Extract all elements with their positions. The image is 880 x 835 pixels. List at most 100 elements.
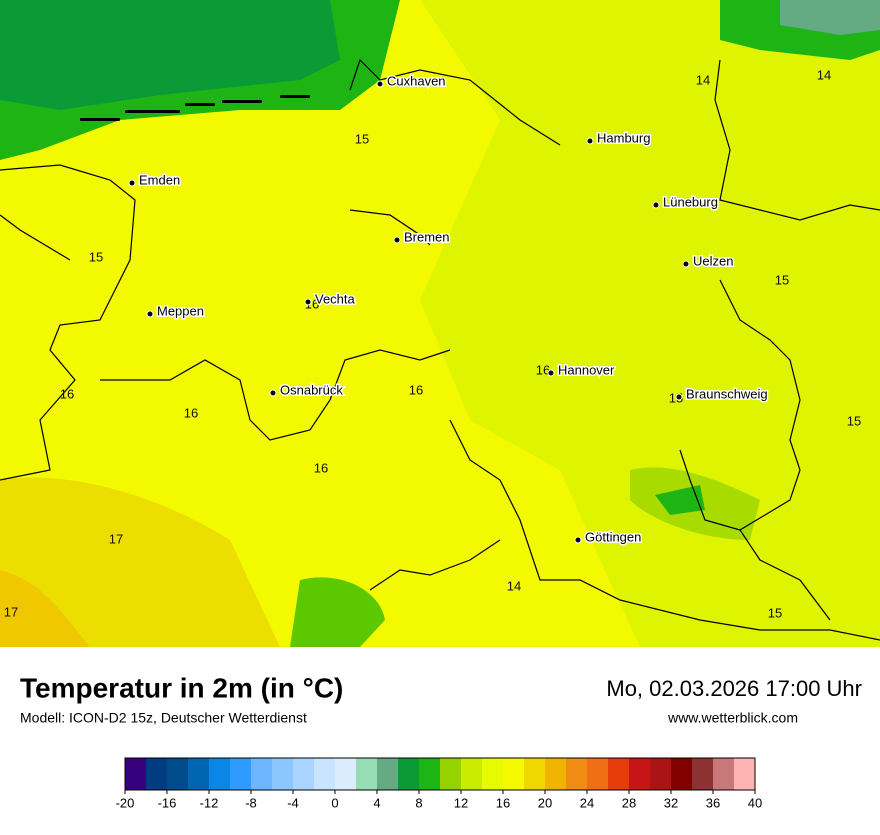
city-label: Cuxhaven [387,73,446,88]
colorbar-segment [188,758,209,790]
website: www.wetterblick.com [667,710,798,726]
subtitle: Modell: ICON-D2 15z, Deutscher Wetterdie… [20,710,307,726]
city-label: Meppen [157,303,204,318]
colorbar-segment [650,758,671,790]
colorbar-tick-label: 4 [373,795,380,810]
contour-label: 17 [109,531,123,546]
colorbar-frame [124,757,756,791]
colorbar-tick-label: 28 [622,795,636,810]
city-label: Hannover [558,362,615,377]
colorbar-segment [629,758,650,790]
temp-area [420,0,880,647]
colorbar-segment [461,758,482,790]
contour-label: 16 [184,405,198,420]
colorbar-tick-label: -4 [287,795,299,810]
colorbar-segment [524,758,545,790]
colorbar-segment [335,758,356,790]
colorbar-segment [314,758,335,790]
colorbar-segment [125,758,146,790]
colorbar-segment [419,758,440,790]
city-label: Göttingen [585,529,641,544]
datetime: Mo, 02.03.2026 17:00 Uhr [606,676,862,701]
city-label: Uelzen [693,253,733,268]
colorbar-tick-label: 0 [331,795,338,810]
temp-area [290,577,385,647]
contour-label: 16 [314,460,328,475]
colorbar-tick-label: 36 [706,795,720,810]
colorbar-tick-label: 12 [454,795,468,810]
colorbar-segment [545,758,566,790]
contour-label: 15 [355,131,369,146]
contour-label: 16 [409,382,423,397]
colorbar-tick-label: -20 [116,795,135,810]
city-marker [269,389,277,397]
colorbar-tick-label: 40 [748,795,762,810]
contour-label: 15 [775,272,789,287]
contour-label: 15 [89,249,103,264]
city-marker [393,236,401,244]
colorbar-segment [251,758,272,790]
city-marker [586,137,594,145]
city-marker [682,260,690,268]
colorbar-segment [293,758,314,790]
colorbar-segment [587,758,608,790]
coast [80,95,310,121]
city-marker [652,201,660,209]
city-marker [128,179,136,187]
city-label: Emden [139,172,180,187]
colorbar-segment [167,758,188,790]
temp-area [0,477,280,647]
city-marker [146,310,154,318]
temp-area [655,485,705,515]
city-marker [304,298,312,306]
legend-panel [0,647,880,830]
city-marker [376,80,384,88]
colorbar-tick-label: 8 [415,795,422,810]
colorbar-segment [356,758,377,790]
city-marker [547,369,555,377]
colorbar-segment [230,758,251,790]
colorbar-segment [671,758,692,790]
colorbar-segment [377,758,398,790]
city-marker [574,536,582,544]
colorbar-segment [608,758,629,790]
colorbar-segment [209,758,230,790]
city-label: Bremen [404,229,450,244]
sea-area [0,0,340,110]
contour-label: 15 [847,413,861,428]
colorbar-segment [272,758,293,790]
colorbar-tick-label: -12 [200,795,219,810]
city-label: Lüneburg [663,194,718,209]
colorbar-segment [692,758,713,790]
colorbar-segment [398,758,419,790]
contour-label: 17 [4,604,18,619]
colorbar-segment [713,758,734,790]
contour-label: 16 [536,362,550,377]
title: Temperatur in 2m (in °C) [20,672,343,703]
colorbar-tick-label: 32 [664,795,678,810]
colorbar-segment [566,758,587,790]
colorbar-segment [482,758,503,790]
city-label: Hamburg [597,130,650,145]
colorbar-tick-label: 24 [580,795,594,810]
city-marker [675,393,683,401]
colorbar-tick-label: 16 [496,795,510,810]
colorbar-tick-label: -16 [158,795,177,810]
colorbar-segment [503,758,524,790]
city-label: Vechta [315,291,356,306]
contour-label: 15 [768,605,782,620]
colorbar-segment [440,758,461,790]
city-label: Braunschweig [686,386,768,401]
city-label: Osnabrück [280,382,343,397]
colorbar-tick-label: 20 [538,795,552,810]
contour-label: 16 [60,386,74,401]
contour-label: 14 [696,72,710,87]
temp-area [0,570,90,647]
sea-area [780,0,880,35]
colorbar-segment [734,758,755,790]
borders [0,58,880,641]
colorbar-segment [146,758,167,790]
contour-label: 14 [817,67,831,82]
